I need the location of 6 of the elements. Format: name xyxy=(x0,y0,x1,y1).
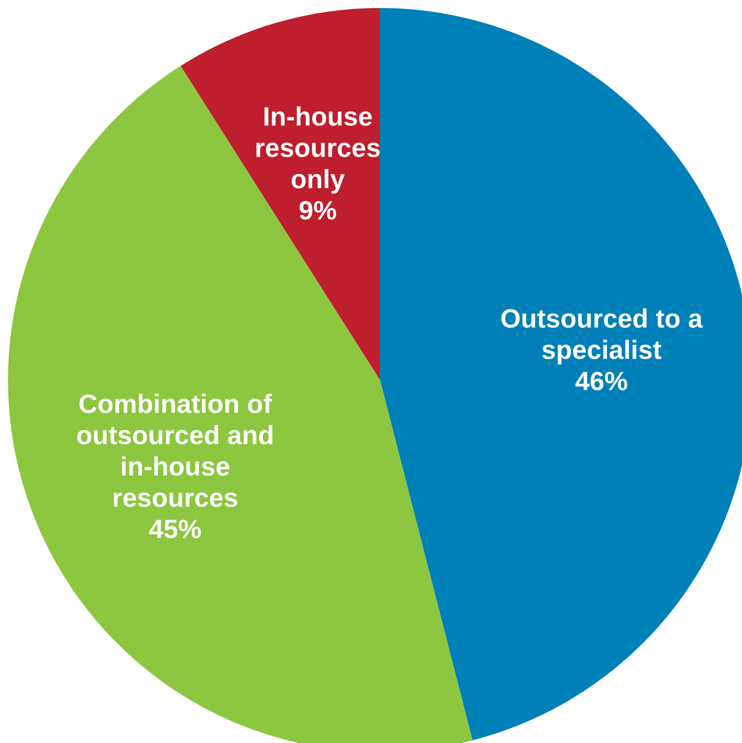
data-label: 45% xyxy=(149,520,201,538)
data-label: 9% xyxy=(300,201,336,220)
slice-label: Outsourced to a specialist xyxy=(501,308,703,364)
slice-label: Combination of outsourced and in-house resources xyxy=(77,394,272,508)
data-label: 46% xyxy=(575,372,628,390)
slice-label: In-house resources only xyxy=(256,106,380,194)
